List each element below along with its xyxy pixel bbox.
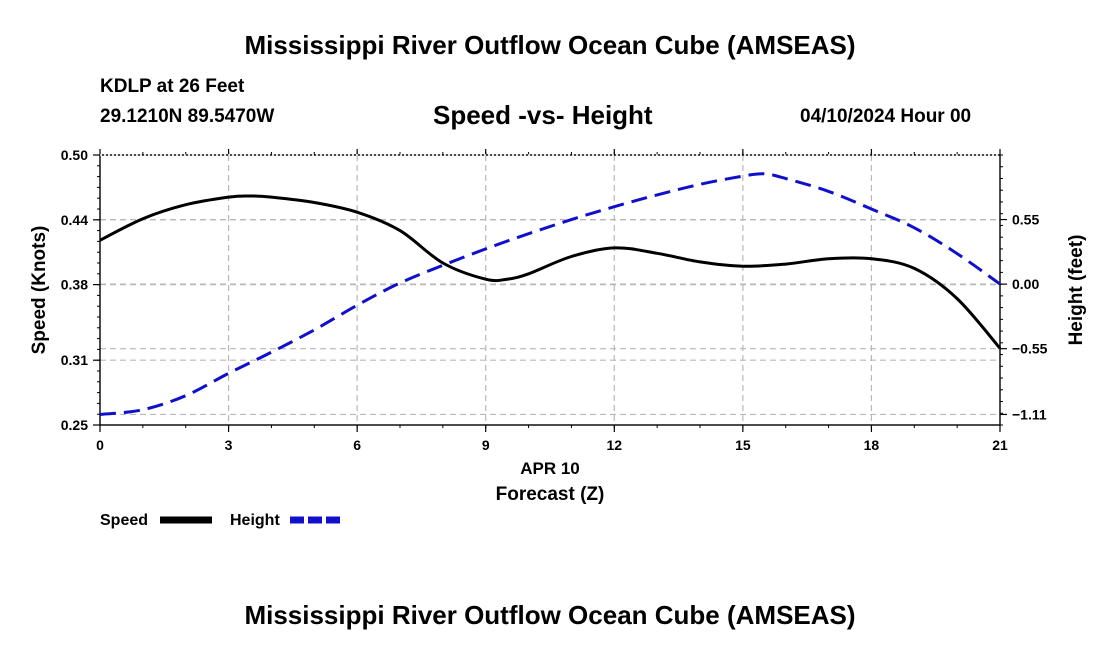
x-tick-label: 9 — [482, 437, 490, 453]
x-tick-label: 21 — [992, 437, 1008, 453]
height-series-line — [99, 172, 1001, 416]
x-axis-title: Forecast (Z) — [496, 484, 605, 505]
y2-tick-label: 0.55 — [1012, 212, 1039, 228]
x-tick-label: 18 — [864, 437, 880, 453]
y-tick-label: 0.50 — [61, 147, 88, 163]
legend-speed-label: Speed — [100, 512, 148, 529]
y-axis-title: Speed (Knots) — [29, 226, 50, 355]
x-tick-label: 12 — [606, 437, 622, 453]
forecast-datetime: 04/10/2024 Hour 00 — [800, 106, 972, 127]
y-tick-label: 0.38 — [61, 277, 88, 293]
y2-tick-label: 0.00 — [1012, 276, 1039, 292]
x-tick-label: 15 — [735, 437, 751, 453]
chart-main-title: Mississippi River Outflow Ocean Cube (AM… — [244, 30, 856, 60]
y-tick-label: 0.31 — [61, 352, 88, 368]
y-tick-label: 0.44 — [61, 212, 88, 228]
x-tick-label: 0 — [96, 437, 104, 453]
date-label: APR 10 — [520, 459, 580, 478]
coordinates-label: 29.1210N 89.5470W — [100, 106, 275, 127]
footer-title: Mississippi River Outflow Ocean Cube (AM… — [244, 600, 856, 630]
y2-axis-title: Height (feet) — [1066, 235, 1087, 346]
y2-tick-label: −1.11 — [1012, 406, 1047, 422]
speed-series-line — [99, 194, 1002, 350]
y-tick-label: 0.25 — [61, 417, 88, 433]
y2-tick-label: −0.55 — [1012, 341, 1048, 357]
x-tick-label: 6 — [353, 437, 361, 453]
chart-subtitle: Speed -vs- Height — [433, 100, 653, 130]
x-tick-label: 3 — [225, 437, 233, 453]
station-label: KDLP at 26 Feet — [100, 76, 245, 97]
legend-height-label: Height — [230, 512, 280, 529]
